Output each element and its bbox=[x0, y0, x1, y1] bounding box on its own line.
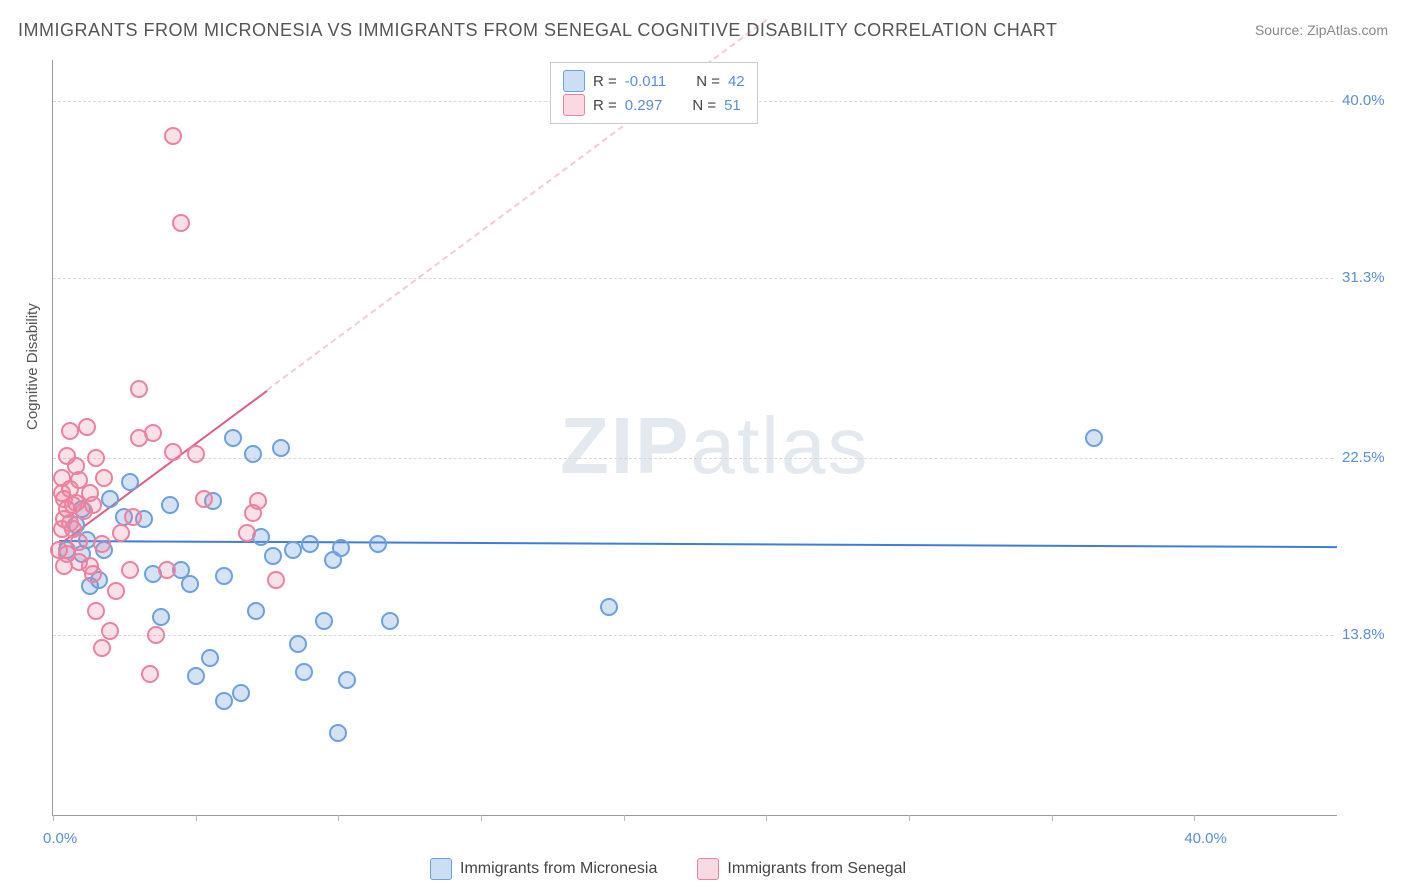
data-point bbox=[224, 429, 242, 447]
legend-label: Immigrants from Micronesia bbox=[460, 860, 657, 878]
data-point bbox=[124, 508, 142, 526]
legend-r-value: -0.011 bbox=[625, 73, 666, 90]
data-point bbox=[158, 561, 176, 579]
data-point bbox=[67, 457, 85, 475]
series-legend: Immigrants from Micronesia Immigrants fro… bbox=[430, 858, 906, 880]
data-point bbox=[369, 535, 387, 553]
legend-swatch bbox=[697, 858, 719, 880]
data-point bbox=[264, 547, 282, 565]
data-point bbox=[381, 612, 399, 630]
legend-swatch bbox=[563, 70, 585, 92]
data-point bbox=[315, 612, 333, 630]
data-point bbox=[215, 692, 233, 710]
data-point bbox=[61, 422, 79, 440]
data-point bbox=[232, 684, 250, 702]
data-point bbox=[164, 443, 182, 461]
x-tick bbox=[196, 815, 197, 821]
data-point bbox=[301, 535, 319, 553]
gridline-h bbox=[53, 278, 1333, 279]
correlation-legend: R =-0.011N =42R =0.297N =51 bbox=[550, 62, 758, 124]
data-point bbox=[244, 445, 262, 463]
data-point bbox=[284, 541, 302, 559]
data-point bbox=[267, 571, 285, 589]
y-tick-label: 40.0% bbox=[1342, 92, 1397, 109]
legend-n-label: N = bbox=[696, 73, 720, 90]
legend-row: R = 0.297 N = 51 bbox=[563, 93, 745, 117]
x-tick bbox=[1194, 815, 1195, 821]
data-point bbox=[187, 445, 205, 463]
legend-label: Immigrants from Senegal bbox=[727, 860, 906, 878]
data-point bbox=[141, 665, 159, 683]
legend-n-value: 51 bbox=[724, 97, 741, 114]
data-point bbox=[93, 639, 111, 657]
data-point bbox=[329, 724, 347, 742]
x-tick bbox=[481, 815, 482, 821]
data-point bbox=[144, 424, 162, 442]
trend-line bbox=[58, 389, 267, 545]
data-point bbox=[84, 496, 102, 514]
x-tick bbox=[53, 815, 54, 821]
legend-swatch bbox=[430, 858, 452, 880]
data-point bbox=[215, 567, 233, 585]
x-tick-label: 40.0% bbox=[1184, 830, 1227, 847]
data-point bbox=[238, 524, 256, 542]
data-point bbox=[78, 418, 96, 436]
legend-n-value: 42 bbox=[728, 73, 745, 90]
legend-row: R = -0.011 N = 42 bbox=[563, 69, 745, 93]
data-point bbox=[93, 535, 111, 553]
legend-r-label: R = bbox=[593, 97, 617, 114]
data-point bbox=[87, 449, 105, 467]
data-point bbox=[121, 561, 139, 579]
legend-n-label: N = bbox=[692, 97, 716, 114]
legend-r-label: R = bbox=[593, 73, 617, 90]
y-tick-label: 31.3% bbox=[1342, 269, 1397, 286]
x-tick bbox=[766, 815, 767, 821]
data-point bbox=[147, 626, 165, 644]
x-tick bbox=[909, 815, 910, 821]
x-tick bbox=[624, 815, 625, 821]
data-point bbox=[1085, 429, 1103, 447]
data-point bbox=[112, 524, 130, 542]
data-point bbox=[53, 469, 71, 487]
data-point bbox=[152, 608, 170, 626]
data-point bbox=[130, 380, 148, 398]
plot-area: 13.8%22.5%31.3%40.0%0.0%40.0% bbox=[52, 60, 1337, 816]
data-point bbox=[95, 469, 113, 487]
x-tick bbox=[1052, 815, 1053, 821]
data-point bbox=[161, 496, 179, 514]
data-point bbox=[600, 598, 618, 616]
y-tick-label: 13.8% bbox=[1342, 626, 1397, 643]
data-point bbox=[289, 635, 307, 653]
data-point bbox=[84, 565, 102, 583]
data-point bbox=[101, 622, 119, 640]
data-point bbox=[195, 490, 213, 508]
gridline-h bbox=[53, 635, 1333, 636]
data-point bbox=[272, 439, 290, 457]
data-point bbox=[172, 214, 190, 232]
legend-swatch bbox=[563, 94, 585, 116]
data-point bbox=[332, 539, 350, 557]
y-tick-label: 22.5% bbox=[1342, 449, 1397, 466]
data-point bbox=[70, 533, 88, 551]
data-point bbox=[101, 490, 119, 508]
data-point bbox=[107, 582, 125, 600]
data-point bbox=[338, 671, 356, 689]
x-tick bbox=[338, 815, 339, 821]
data-point bbox=[247, 602, 265, 620]
y-axis-title: Cognitive Disability bbox=[24, 303, 41, 430]
chart-title: IMMIGRANTS FROM MICRONESIA VS IMMIGRANTS… bbox=[18, 20, 1057, 41]
x-tick-label: 0.0% bbox=[43, 830, 77, 847]
legend-item: Immigrants from Micronesia bbox=[430, 858, 657, 880]
data-point bbox=[121, 473, 139, 491]
legend-r-value: 0.297 bbox=[625, 97, 663, 114]
data-point bbox=[187, 667, 205, 685]
source-label: Source: ZipAtlas.com bbox=[1255, 22, 1388, 38]
legend-item: Immigrants from Senegal bbox=[697, 858, 906, 880]
data-point bbox=[295, 663, 313, 681]
data-point bbox=[244, 504, 262, 522]
data-point bbox=[201, 649, 219, 667]
data-point bbox=[164, 127, 182, 145]
data-point bbox=[87, 602, 105, 620]
